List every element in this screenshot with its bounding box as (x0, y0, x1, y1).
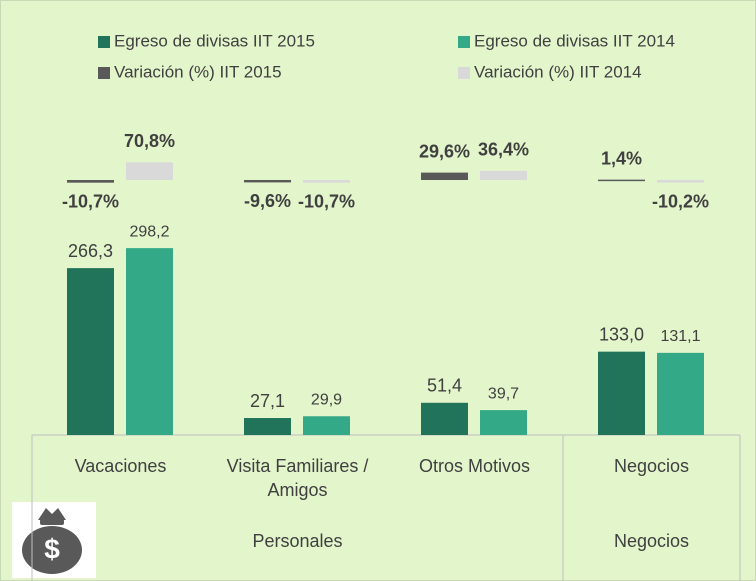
x-tick-label: Negocios (613, 456, 690, 476)
group-label: Negocios (614, 531, 689, 551)
data-label: 29,6% (419, 141, 470, 161)
data-label: -10,2% (652, 191, 709, 211)
legend-label: Egreso de divisas IIT 2014 (474, 31, 675, 50)
variation-bar (67, 180, 114, 183)
variation-bar (303, 180, 350, 183)
svg-text:$: $ (44, 533, 60, 564)
data-label: 70,8% (124, 131, 175, 151)
variation-bar (657, 180, 704, 183)
variation-bar (480, 170, 527, 180)
bar (598, 351, 645, 435)
bar (657, 352, 704, 435)
data-label: 266,3 (68, 241, 113, 261)
data-label: 133,0 (599, 324, 644, 344)
data-label: 39,7 (488, 385, 519, 402)
money-icon: $ (12, 502, 96, 578)
legend-swatch (98, 36, 110, 48)
legend-swatch (458, 36, 470, 48)
bar (480, 410, 527, 435)
bar (67, 268, 114, 435)
legend-label: Egreso de divisas IIT 2015 (114, 31, 315, 50)
variation-bar (598, 179, 645, 182)
legend-label: Variación (%) IIT 2015 (114, 62, 282, 81)
data-label: 27,1 (250, 391, 285, 411)
data-label: -10,7% (298, 191, 355, 211)
variation-bar (244, 180, 291, 183)
data-label: 131,1 (660, 328, 700, 345)
legend-swatch (98, 67, 110, 79)
data-label: 36,4% (478, 140, 529, 160)
data-label: -9,6% (244, 191, 291, 211)
data-label: 51,4 (427, 376, 462, 396)
x-tick-label: Vacaciones (74, 456, 167, 476)
bar (421, 402, 468, 435)
variation-bar (126, 162, 173, 180)
bar (303, 416, 350, 435)
bar (126, 248, 173, 435)
bar (244, 418, 291, 435)
x-tick-label: Visita Familiares / Amigos (226, 456, 369, 500)
variation-bar (421, 172, 468, 180)
data-label: 29,9 (311, 391, 342, 408)
legend-label: Variación (%) IIT 2014 (474, 62, 642, 81)
data-label: 1,4% (601, 148, 642, 168)
data-label: -10,7% (62, 191, 119, 211)
legend-swatch (458, 67, 470, 79)
x-tick-label: Otros Motivos (418, 456, 531, 476)
data-label: 298,2 (129, 223, 169, 240)
group-label: Personales (252, 531, 342, 551)
